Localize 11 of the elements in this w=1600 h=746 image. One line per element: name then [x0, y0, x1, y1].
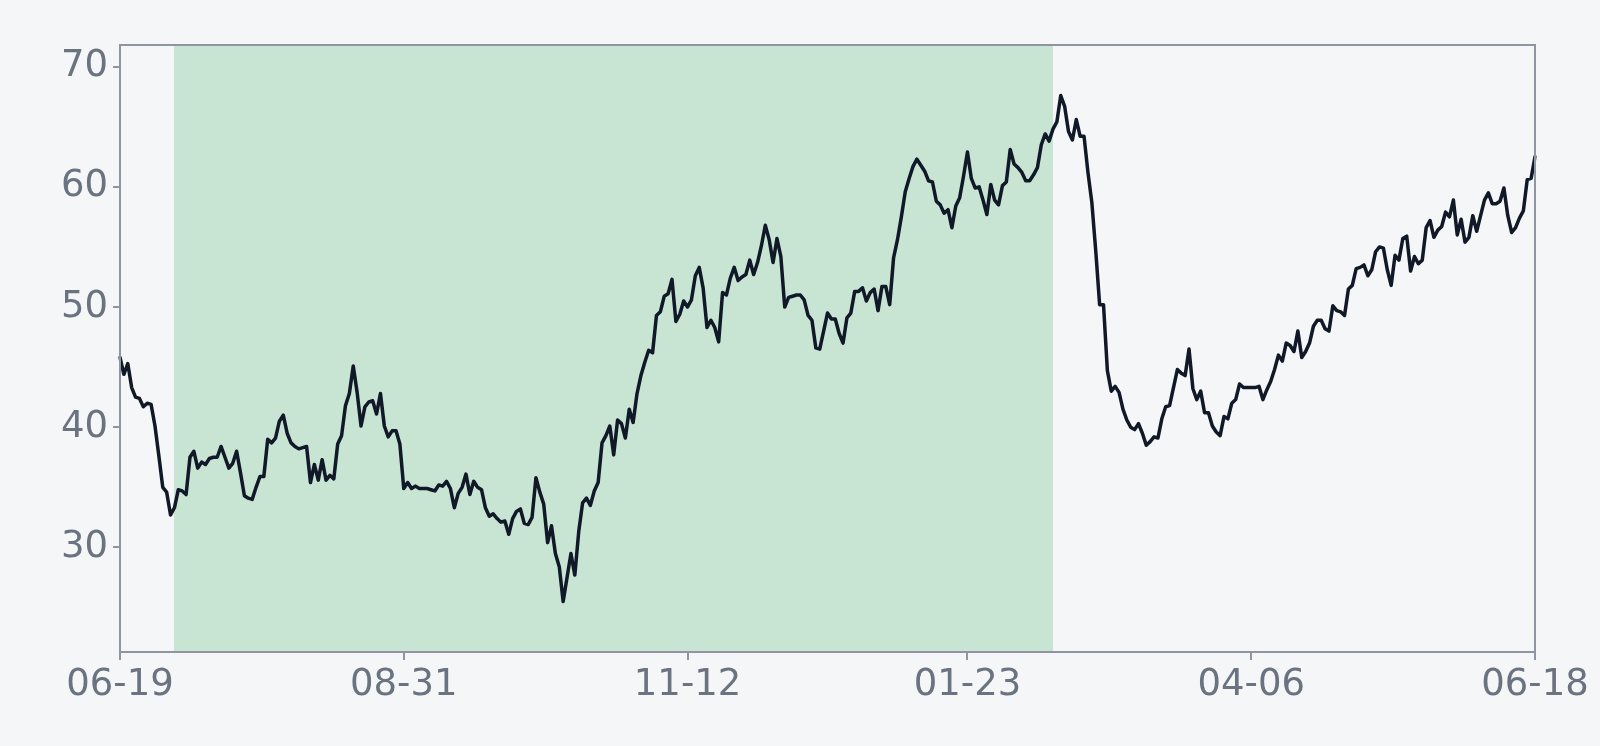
x-tick-label: 04-06 — [1197, 660, 1305, 704]
x-tick-label: 06-19 — [66, 660, 174, 704]
y-tick-label: 60 — [60, 162, 108, 206]
x-tick-label: 11-12 — [633, 660, 742, 704]
y-tick-label: 40 — [60, 402, 108, 446]
x-tick-label: 08-31 — [350, 660, 458, 704]
y-tick-label: 30 — [60, 523, 108, 567]
x-tick-label: 01-23 — [913, 660, 1022, 704]
y-tick-label: 50 — [60, 282, 108, 326]
x-tick-label: 06-18 — [1481, 660, 1589, 704]
y-tick-label: 70 — [60, 42, 108, 86]
